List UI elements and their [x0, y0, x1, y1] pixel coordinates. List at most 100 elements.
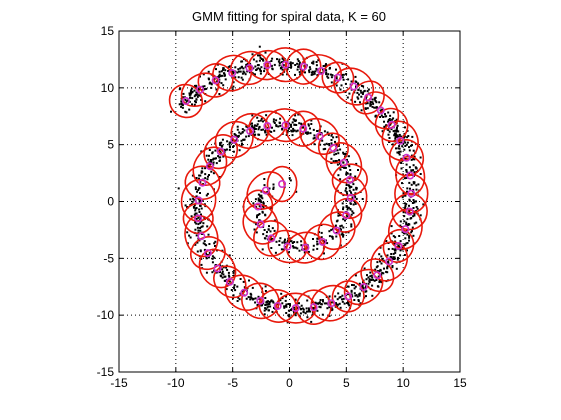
data-point	[206, 178, 209, 181]
data-point	[306, 131, 309, 134]
data-point	[285, 295, 287, 298]
data-point	[380, 262, 383, 265]
data-point	[408, 149, 411, 152]
data-point	[255, 231, 258, 234]
data-point	[291, 242, 294, 244]
data-point	[331, 308, 334, 311]
data-point	[394, 236, 397, 239]
data-point	[403, 232, 406, 235]
component-mean	[228, 69, 237, 78]
data-point	[185, 111, 188, 114]
data-point	[406, 224, 409, 226]
component-mean	[281, 121, 290, 130]
data-point	[302, 126, 304, 129]
data-point	[406, 141, 409, 144]
data-point	[346, 302, 349, 304]
data-point	[220, 275, 223, 278]
data-point	[324, 65, 327, 68]
data-point	[326, 131, 329, 134]
data-point	[218, 70, 221, 73]
data-point	[365, 295, 367, 298]
component-ellipse	[266, 165, 298, 203]
chart-title: GMM fitting for spiral data, K = 60	[192, 9, 386, 24]
data-point	[388, 137, 391, 139]
data-point	[204, 177, 207, 180]
data-point	[350, 80, 353, 83]
data-point	[298, 71, 301, 74]
data-point	[299, 312, 302, 315]
data-point	[184, 110, 187, 113]
data-point	[257, 54, 259, 57]
data-point	[402, 192, 405, 195]
data-point	[170, 110, 172, 113]
data-point	[205, 87, 208, 90]
data-point	[339, 168, 342, 171]
data-point	[319, 143, 322, 146]
component-mean	[309, 303, 318, 312]
component-mean	[349, 82, 358, 91]
data-point	[363, 90, 366, 93]
data-point	[203, 216, 206, 219]
data-point	[222, 155, 225, 158]
data-point	[336, 298, 339, 301]
data-point	[254, 301, 257, 304]
data-point	[313, 134, 316, 137]
data-point	[412, 158, 415, 160]
data-point	[341, 202, 344, 205]
data-point	[313, 143, 316, 146]
data-point	[193, 204, 196, 207]
data-point	[330, 157, 333, 160]
data-point	[214, 240, 217, 243]
data-point	[379, 260, 381, 263]
data-point	[351, 196, 354, 199]
data-point	[321, 139, 324, 142]
data-point	[270, 60, 273, 62]
data-point	[283, 241, 286, 244]
data-point	[300, 240, 303, 243]
data-point	[221, 270, 224, 273]
data-point	[298, 65, 301, 68]
data-point	[221, 276, 224, 279]
data-point	[317, 302, 320, 305]
data-point	[210, 160, 213, 162]
data-point	[206, 192, 209, 195]
data-point	[370, 274, 373, 277]
data-point	[285, 312, 288, 314]
data-point	[198, 187, 201, 190]
data-point	[361, 284, 364, 287]
data-point	[354, 175, 357, 178]
data-point	[238, 298, 241, 301]
data-point	[347, 293, 349, 296]
data-point	[398, 133, 401, 136]
data-point	[208, 154, 210, 157]
data-point	[273, 122, 276, 124]
data-point	[412, 215, 415, 218]
data-point	[343, 166, 345, 169]
data-point	[283, 240, 286, 243]
data-point	[197, 223, 200, 226]
data-point	[352, 284, 355, 287]
data-point	[281, 68, 284, 71]
data-point	[415, 206, 418, 208]
component-mean	[263, 61, 272, 70]
data-point	[306, 316, 309, 319]
data-point	[201, 167, 204, 170]
data-point	[356, 295, 359, 298]
data-point	[290, 130, 293, 133]
data-point	[193, 95, 196, 98]
data-point	[352, 188, 355, 191]
data-point	[334, 224, 337, 227]
data-point	[401, 145, 404, 148]
data-point	[364, 102, 367, 105]
component-mean	[385, 257, 394, 266]
data-point	[358, 93, 360, 96]
data-point	[266, 303, 269, 306]
data-point	[260, 66, 263, 69]
data-point	[341, 298, 343, 301]
data-point	[332, 160, 335, 163]
data-point	[357, 97, 360, 100]
component-mean	[359, 282, 368, 291]
data-point	[342, 78, 345, 81]
data-point	[194, 186, 197, 189]
data-point	[265, 303, 268, 306]
